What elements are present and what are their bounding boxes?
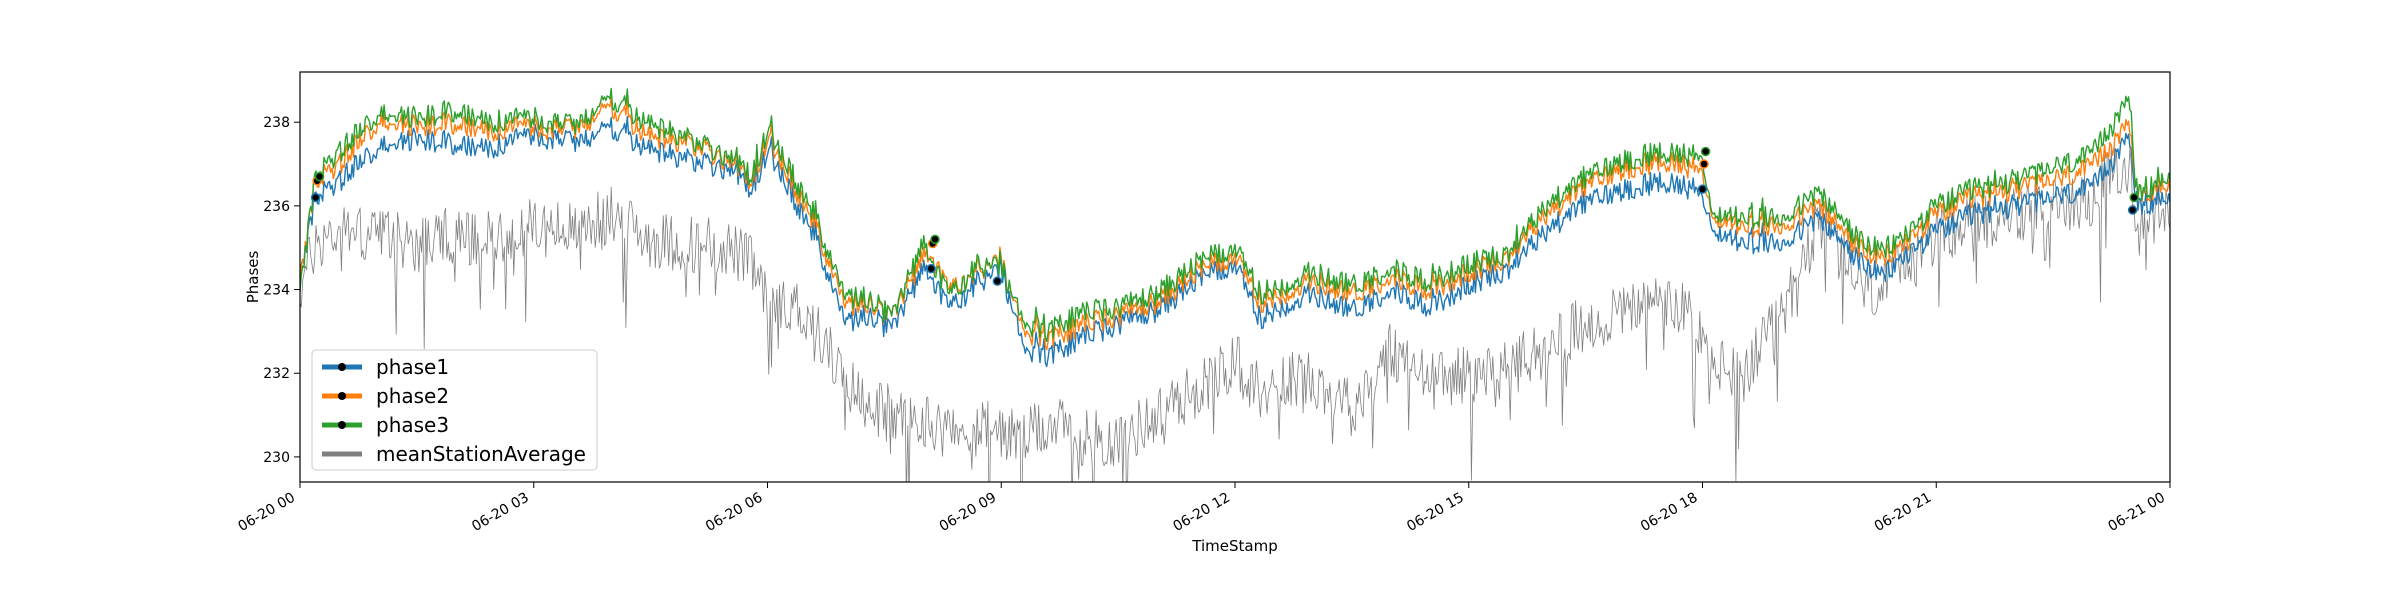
data-marker-phase3 [1700, 146, 1711, 157]
y-axis: 230 232 234 236 238 [263, 115, 300, 466]
data-marker-phase1 [310, 192, 321, 203]
legend-label-phase3: phase3 [376, 413, 449, 437]
legend-label-meanStationAverage: meanStationAverage [376, 442, 586, 466]
series-layer [300, 87, 2170, 482]
data-marker-phase3 [314, 171, 325, 182]
data-marker-phase3 [2129, 192, 2139, 203]
y-tick-label: 238 [263, 115, 290, 131]
series-line-phase3 [300, 87, 2170, 343]
legend-marker-phase1 [338, 363, 346, 371]
marker-layer [310, 146, 2139, 286]
series-line-phase1 [300, 115, 2170, 368]
data-marker-phase2 [1699, 159, 1709, 169]
data-marker-phase1 [1697, 184, 1708, 194]
x-axis-title: TimeStamp [1191, 537, 1277, 555]
data-marker-phase1 [992, 276, 1003, 286]
y-tick-label: 230 [263, 450, 290, 466]
data-marker-phase1 [926, 263, 936, 274]
plot-area [299, 71, 2171, 483]
legend-marker-phase3 [338, 421, 346, 429]
legend-box [311, 349, 598, 471]
data-marker-phase3 [930, 234, 940, 245]
legend-marker-phase2 [338, 392, 346, 400]
y-tick-label: 232 [263, 366, 290, 382]
y-tick-label: 234 [263, 283, 290, 299]
y-tick-label: 236 [263, 199, 290, 215]
legend-label-phase2: phase2 [376, 384, 449, 408]
legend-label-phase1: phase1 [376, 355, 449, 379]
y-axis-title: Phases [244, 251, 262, 304]
data-marker-phase1 [2127, 205, 2138, 215]
legend: phase1 phase2 phase3 meanStationAverage [311, 349, 598, 471]
